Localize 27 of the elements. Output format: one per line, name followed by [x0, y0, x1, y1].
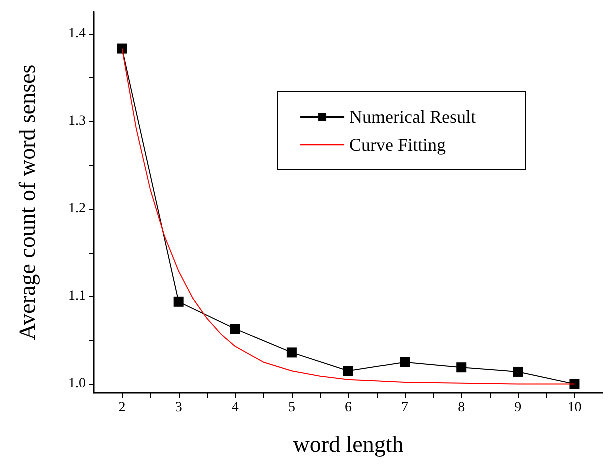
x-tick-label: 6 — [345, 400, 352, 416]
x-tick-label: 9 — [514, 400, 522, 416]
point — [513, 366, 524, 377]
x-tick-label: 10 — [568, 400, 582, 416]
x-tick-label: 4 — [232, 400, 239, 416]
x-tick-label: 3 — [175, 400, 182, 416]
y-axis-title: Average count of word senses — [15, 64, 40, 340]
point — [570, 379, 580, 390]
point — [174, 296, 184, 307]
point — [117, 44, 128, 54]
x-tick-label: 8 — [458, 400, 466, 416]
legend-label: Numerical Result — [350, 107, 476, 127]
point — [344, 366, 354, 376]
x-tick-label: 2 — [118, 400, 126, 416]
y-tick-label: 1.4 — [68, 26, 86, 42]
point — [456, 362, 467, 373]
point — [230, 324, 240, 334]
point — [400, 357, 410, 368]
y-tick-label: 1.3 — [68, 114, 86, 129]
x-tick-label: 5 — [288, 400, 296, 416]
point — [286, 348, 297, 358]
legend-label: Curve Fitting — [350, 135, 446, 155]
x-tick-label: 7 — [402, 400, 409, 416]
y-tick-label: 1.1 — [68, 289, 86, 304]
y-tick-label: 1.0 — [68, 376, 86, 392]
y-tick-label: 1.2 — [68, 202, 86, 217]
x-axis-title: word length — [293, 432, 404, 457]
